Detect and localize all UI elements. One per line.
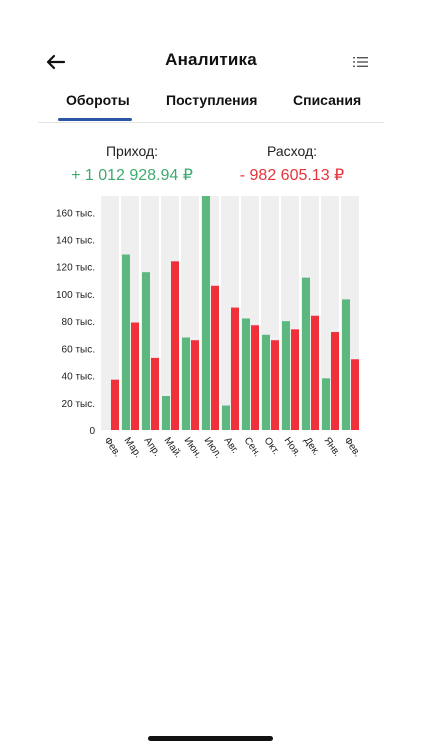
tab-bar: Обороты Поступления Списания bbox=[38, 84, 384, 123]
expense-bar bbox=[311, 315, 319, 430]
x-tick-label: Окт. bbox=[262, 435, 282, 456]
income-bar bbox=[182, 337, 190, 430]
income-summary: Приход: + 1 012 928.94 ₽ bbox=[66, 143, 198, 185]
x-tick-label: Авг. bbox=[222, 435, 241, 455]
y-tick-label: 140 тыс. bbox=[56, 236, 95, 247]
tab-writeoffs[interactable]: Списания bbox=[293, 92, 362, 108]
expense-bar bbox=[191, 340, 199, 430]
tab-receipts[interactable]: Поступления bbox=[166, 92, 258, 108]
x-tick-label: Янв. bbox=[322, 435, 343, 458]
active-tab-indicator bbox=[58, 118, 132, 121]
income-bar bbox=[282, 321, 290, 430]
income-bar bbox=[342, 299, 350, 430]
x-tick-label: Фев. bbox=[342, 435, 363, 459]
expense-bar bbox=[251, 325, 259, 430]
income-bar bbox=[162, 395, 170, 430]
income-bar bbox=[242, 318, 250, 430]
home-indicator bbox=[148, 736, 273, 741]
bar-chart: 0 20 тыс. 40 тыс. 60 тыс. 80 тыс. 100 тыс. 120… bbox=[56, 196, 363, 461]
y-tick-label: 20 тыс. bbox=[62, 399, 95, 410]
column-background bbox=[101, 196, 119, 430]
expense-bar bbox=[351, 359, 359, 430]
y-tick-label: 40 тыс. bbox=[62, 372, 95, 383]
income-bar bbox=[142, 272, 150, 430]
x-tick-label: Мар. bbox=[122, 435, 144, 460]
expense-bar bbox=[171, 261, 179, 430]
y-tick-label: 100 тыс. bbox=[56, 290, 95, 301]
expense-label: Расход: bbox=[266, 143, 318, 159]
expense-bar bbox=[231, 307, 239, 430]
x-tick-label: Май. bbox=[162, 435, 184, 460]
expense-summary: Расход: - 982 605.13 ₽ bbox=[232, 143, 352, 185]
expense-bar bbox=[291, 329, 299, 430]
y-tick-label: 80 тыс. bbox=[62, 317, 95, 328]
expense-bar bbox=[331, 332, 339, 430]
income-value: + 1 012 928.94 ₽ bbox=[71, 167, 193, 184]
income-bar bbox=[262, 334, 270, 430]
income-bar bbox=[302, 277, 310, 430]
y-tick-label: 0 bbox=[89, 426, 95, 437]
income-bar bbox=[202, 196, 210, 430]
page-title: Аналитика bbox=[165, 50, 257, 69]
x-tick-label: Фев. bbox=[102, 435, 123, 459]
expense-bar bbox=[211, 285, 219, 430]
x-tick-label: Дек. bbox=[302, 435, 322, 457]
income-bar bbox=[222, 405, 230, 430]
tab-turnover[interactable]: Обороты bbox=[66, 92, 130, 108]
x-tick-label: Апр. bbox=[142, 435, 163, 458]
x-tick-label: Июл. bbox=[202, 435, 224, 460]
expense-bar bbox=[151, 357, 159, 430]
arrow-left-icon[interactable] bbox=[42, 48, 70, 76]
expense-value: - 982 605.13 ₽ bbox=[239, 167, 345, 184]
expense-bar bbox=[131, 322, 139, 430]
income-bar bbox=[322, 378, 330, 430]
x-tick-label: Ноя. bbox=[282, 435, 303, 458]
income-label: Приход: bbox=[105, 143, 159, 159]
list-icon[interactable] bbox=[350, 52, 372, 72]
expense-bar bbox=[271, 340, 279, 430]
x-tick-label: Сен. bbox=[242, 435, 263, 459]
income-bar bbox=[122, 254, 130, 430]
y-tick-label: 160 тыс. bbox=[56, 208, 95, 219]
x-tick-label: Июн. bbox=[182, 435, 204, 460]
expense-bar bbox=[111, 379, 119, 430]
app-header: Аналитика bbox=[0, 40, 422, 84]
y-tick-label: 60 тыс. bbox=[62, 344, 95, 355]
y-tick-label: 120 тыс. bbox=[56, 263, 95, 274]
